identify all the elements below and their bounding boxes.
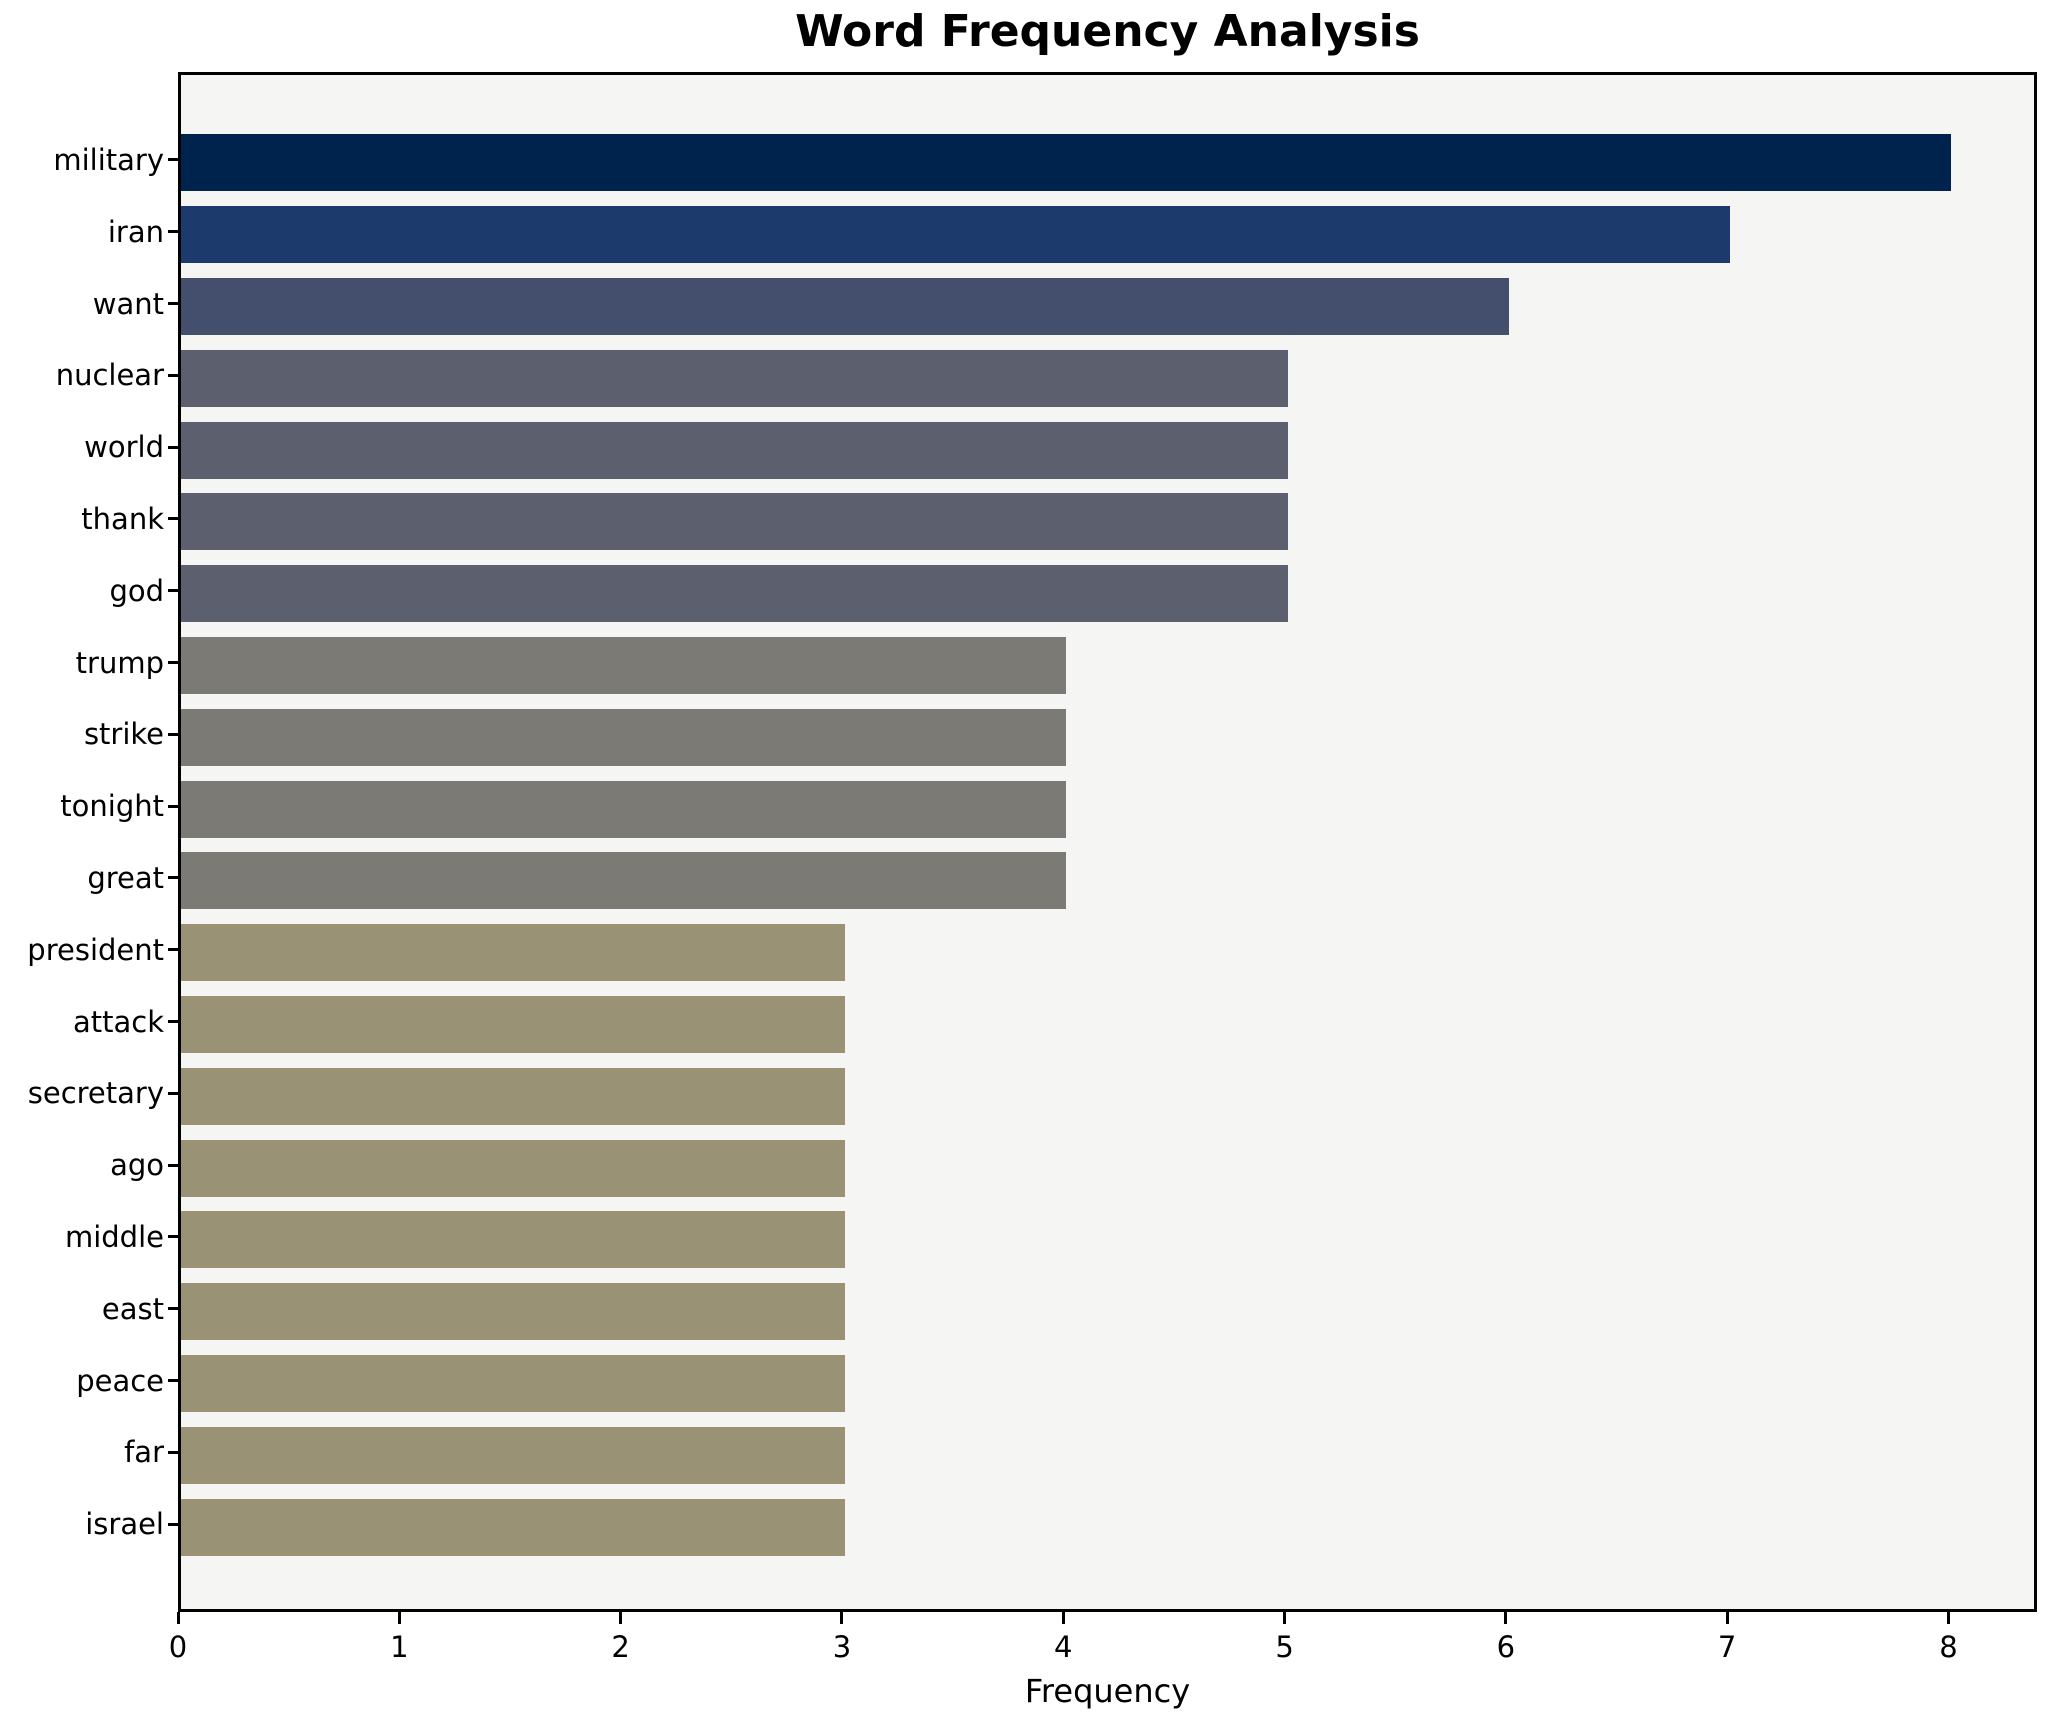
bar-israel — [181, 1498, 845, 1556]
y-tick-label-tonight: tonight — [60, 789, 164, 824]
bar-attack — [181, 996, 845, 1053]
y-tick-mark — [168, 1091, 178, 1095]
y-tick-label-god: god — [109, 573, 164, 608]
bar-want — [181, 278, 1509, 335]
y-tick-label-great: great — [87, 860, 164, 895]
bar-military — [181, 134, 1952, 192]
y-tick-mark — [168, 158, 178, 162]
y-tick-mark — [168, 661, 178, 664]
x-tick-label-6: 6 — [1496, 1630, 1516, 1664]
x-tick-mark — [1504, 1612, 1508, 1624]
bar-nuclear — [181, 349, 1288, 407]
y-tick-label-world: world — [84, 430, 164, 465]
x-tick-mark — [176, 1612, 180, 1624]
x-tick-label-5: 5 — [1275, 1630, 1294, 1664]
x-tick-label-0: 0 — [168, 1630, 188, 1664]
y-tick-mark — [168, 1020, 178, 1023]
axes — [178, 72, 2037, 1612]
bar-east — [181, 1283, 845, 1341]
y-tick-label-israel: israel — [85, 1507, 164, 1542]
y-tick-label-peace: peace — [76, 1363, 164, 1398]
y-tick-mark — [168, 1235, 178, 1239]
y-tick-mark — [168, 373, 178, 377]
y-tick-label-ago: ago — [110, 1148, 164, 1183]
x-tick-mark — [1283, 1612, 1287, 1624]
y-tick-label-want: want — [92, 286, 164, 321]
bar-god — [181, 565, 1288, 623]
y-tick-mark — [168, 517, 178, 521]
x-tick-mark — [840, 1612, 844, 1624]
y-tick-label-iran: iran — [107, 214, 164, 249]
bar-thank — [181, 493, 1288, 551]
x-axis-label: Frequency — [1024, 1672, 1191, 1710]
y-tick-mark — [168, 589, 178, 593]
bar-peace — [181, 1355, 845, 1412]
bar-world — [181, 421, 1288, 479]
y-tick-label-nuclear: nuclear — [55, 358, 164, 393]
bar-trump — [181, 637, 1067, 694]
x-tick-label-2: 2 — [611, 1630, 630, 1664]
y-tick-label-trump: trump — [75, 645, 164, 680]
x-tick-mark — [1725, 1612, 1729, 1624]
y-tick-mark — [168, 876, 178, 880]
bar-great — [181, 852, 1067, 910]
bar-president — [181, 924, 845, 982]
y-tick-mark — [168, 445, 178, 449]
y-tick-label-strike: strike — [83, 717, 164, 752]
y-tick-label-east: east — [101, 1291, 164, 1326]
bar-strike — [181, 708, 1067, 766]
x-tick-label-4: 4 — [1054, 1630, 1073, 1664]
bar-tonight — [181, 780, 1067, 838]
x-tick-mark — [619, 1612, 623, 1624]
y-tick-label-thank: thank — [81, 501, 164, 536]
y-tick-mark — [168, 1450, 178, 1454]
bar-ago — [181, 1139, 845, 1197]
y-tick-label-military: military — [53, 142, 164, 177]
bar-far — [181, 1426, 845, 1484]
chart-title: Word Frequency Analysis — [795, 6, 1420, 57]
y-tick-mark — [168, 1163, 178, 1167]
x-tick-label-8: 8 — [1939, 1630, 1958, 1664]
y-tick-label-president: president — [27, 932, 164, 967]
y-tick-mark — [168, 230, 178, 234]
y-tick-label-secretary: secretary — [27, 1076, 164, 1111]
y-tick-label-attack: attack — [72, 1004, 164, 1039]
bar-secretary — [181, 1067, 845, 1125]
x-tick-label-1: 1 — [390, 1630, 409, 1664]
x-tick-label-3: 3 — [832, 1630, 852, 1664]
y-tick-label-middle: middle — [64, 1219, 164, 1254]
y-tick-mark — [168, 1307, 178, 1311]
x-tick-label-7: 7 — [1717, 1630, 1737, 1664]
bar-iran — [181, 206, 1731, 264]
y-tick-mark — [168, 1379, 178, 1382]
x-tick-mark — [397, 1612, 401, 1624]
bar-middle — [181, 1211, 845, 1269]
y-tick-label-far: far — [124, 1435, 164, 1470]
y-tick-mark — [168, 732, 178, 736]
y-tick-mark — [168, 948, 178, 952]
y-tick-mark — [168, 1522, 178, 1526]
y-tick-mark — [168, 302, 178, 305]
x-tick-mark — [1061, 1612, 1065, 1624]
x-tick-mark — [1946, 1612, 1950, 1624]
y-tick-mark — [168, 804, 178, 808]
